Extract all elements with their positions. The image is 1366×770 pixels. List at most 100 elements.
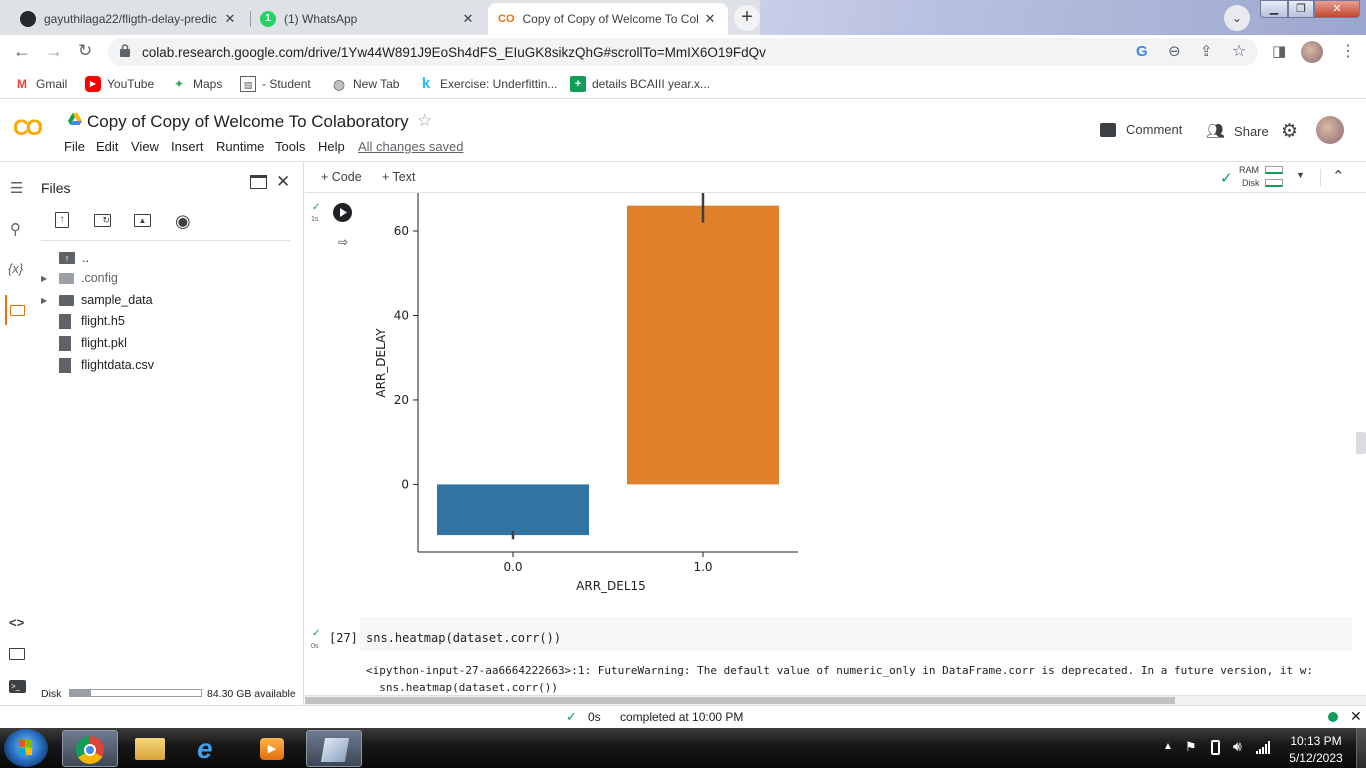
file-item-flight-pkl[interactable]: flight.pkl	[57, 333, 127, 353]
colab-logo[interactable]: CO	[13, 115, 43, 140]
bookmark-sheets[interactable]: + details BCAIII year.x...	[570, 76, 710, 92]
horizontal-scrollbar[interactable]	[305, 695, 1366, 705]
menu-tools[interactable]: Tools	[275, 139, 306, 154]
forward-arrow-icon[interactable]: →	[45, 41, 63, 61]
menu-help[interactable]: Help	[318, 139, 345, 154]
close-icon[interactable]: ✕	[224, 11, 236, 26]
taskbar-explorer[interactable]	[122, 730, 178, 767]
close-icon[interactable]: ✕	[462, 11, 474, 26]
back-arrow-icon[interactable]: ←	[13, 41, 31, 61]
sheets-icon: +	[570, 76, 586, 92]
tab-whatsapp[interactable]: 1 (1) WhatsApp ✕	[250, 3, 486, 35]
code-source[interactable]: sns.heatmap(dataset.corr())	[366, 631, 562, 645]
bookmark-maps[interactable]: ✦ Maps	[171, 76, 222, 92]
variables-icon[interactable]: {x}	[8, 261, 24, 276]
account-avatar[interactable]	[1316, 116, 1344, 144]
reload-icon[interactable]: ↻	[78, 41, 93, 60]
drive-icon	[68, 113, 82, 126]
google-icon[interactable]: G	[1136, 43, 1148, 60]
code-snippets-icon[interactable]: <>	[9, 615, 25, 630]
menu-insert[interactable]: Insert	[171, 139, 204, 154]
bookmark-star-icon[interactable]: ☆	[1232, 43, 1247, 60]
runtime-dropdown-icon[interactable]: ▼	[1296, 170, 1305, 180]
parent-directory[interactable]: ↑ ..	[59, 248, 89, 268]
clock-time[interactable]: 10:13 PM	[1290, 734, 1342, 748]
bookmark-label: Gmail	[36, 77, 68, 91]
terminal-icon[interactable]: >_	[9, 680, 26, 693]
tab-search-chevron-icon[interactable]: ⌄	[1224, 5, 1250, 31]
close-status-icon[interactable]: ✕	[1350, 708, 1362, 724]
flag-icon[interactable]: ⚑	[1185, 739, 1197, 754]
profile-avatar[interactable]	[1301, 41, 1323, 63]
bookmark-student[interactable]: ▧ - Student	[240, 76, 311, 92]
menu-view[interactable]: View	[131, 139, 159, 154]
maximize-button[interactable]: ❐	[1288, 0, 1314, 18]
menu-edit[interactable]: Edit	[96, 139, 119, 154]
notebook-title[interactable]: Copy of Copy of Welcome To Colaboratory	[87, 112, 409, 131]
show-hidden-icons[interactable]: ▲	[1163, 741, 1173, 752]
close-icon[interactable]: ✕	[704, 11, 716, 26]
clock-date[interactable]: 5/12/2023	[1289, 751, 1343, 765]
output-menu-icon[interactable]: ⇨	[338, 235, 349, 249]
folder-icon[interactable]	[10, 305, 25, 316]
file-item-config[interactable]: ▶ .config	[41, 268, 118, 288]
comment-button[interactable]: Comment	[1100, 122, 1182, 137]
zoom-icon[interactable]: ⊖	[1168, 43, 1181, 60]
tab-title: gayuthilaga22/fligth-delay-predic	[44, 12, 217, 26]
ram-meter[interactable]	[1265, 166, 1283, 174]
tab-colab[interactable]: CO Copy of Copy of Welcome To Col ✕	[488, 3, 728, 35]
bookmark-youtube[interactable]: ▶ YouTube	[85, 76, 154, 92]
folder-icon	[59, 294, 74, 306]
share-page-icon[interactable]: ⇪	[1200, 43, 1213, 60]
add-text-button[interactable]: + Text	[382, 170, 416, 184]
show-desktop-button[interactable]	[1356, 728, 1366, 768]
network-signal-icon[interactable]	[1256, 740, 1272, 757]
share-button[interactable]: 👥︎ Share	[1206, 122, 1269, 140]
open-in-window-icon[interactable]	[250, 175, 267, 189]
bookmark-kaggle[interactable]: k Exercise: Underfittin...	[418, 76, 558, 92]
star-icon[interactable]: ☆	[417, 111, 433, 130]
disk-label: Disk	[41, 688, 62, 700]
expand-arrow-icon[interactable]: ▶	[41, 273, 48, 283]
new-tab-button[interactable]: +	[734, 5, 760, 31]
scrollbar-thumb[interactable]	[305, 697, 1175, 704]
file-item-sample-data[interactable]: ▶ sample_data	[41, 290, 153, 310]
search-icon[interactable]: ⚲	[10, 221, 21, 238]
save-status[interactable]: All changes saved	[358, 139, 464, 154]
upload-icon[interactable]: ↑	[55, 212, 69, 228]
vertical-scrollbar-thumb[interactable]	[1356, 432, 1366, 454]
more-vertical-icon[interactable]: ⋮	[1340, 43, 1356, 60]
comment-label: Comment	[1126, 122, 1183, 137]
close-panel-icon[interactable]: ✕	[276, 172, 291, 191]
disk-meter[interactable]	[1265, 179, 1283, 187]
gear-icon[interactable]: ⚙	[1281, 121, 1299, 142]
taskbar-media-player[interactable]: ▶	[244, 730, 300, 767]
command-palette-icon[interactable]	[9, 648, 25, 660]
tab-github[interactable]: gayuthilaga22/fligth-delay-predic ✕	[10, 3, 248, 35]
windows-start-icon[interactable]	[4, 729, 48, 767]
collapse-header-icon[interactable]: ⌃	[1332, 168, 1345, 185]
taskbar-ie[interactable]: e	[183, 730, 239, 767]
menu-file[interactable]: File	[64, 139, 85, 154]
bookmark-new-tab[interactable]: ◍ New Tab	[331, 76, 400, 92]
side-panel-icon[interactable]: ◨	[1272, 43, 1287, 60]
eye-icon[interactable]: ◉	[175, 211, 191, 231]
battery-icon[interactable]	[1211, 740, 1220, 755]
minimize-button[interactable]: ▁	[1260, 0, 1288, 18]
close-window-button[interactable]: ✕	[1314, 0, 1360, 18]
menu-runtime[interactable]: Runtime	[216, 139, 265, 154]
file-item-flight-h5[interactable]: flight.h5	[57, 311, 125, 331]
code-cell[interactable]: sns.heatmap(dataset.corr())	[360, 617, 1352, 651]
file-item-flightdata-csv[interactable]: flightdata.csv	[57, 355, 154, 375]
mount-drive-icon[interactable]: ▲	[134, 214, 151, 227]
expand-arrow-icon[interactable]: ▶	[41, 295, 48, 305]
refresh-folder-icon[interactable]: ↻	[94, 214, 111, 227]
taskbar-app[interactable]	[306, 730, 362, 767]
run-cell-button[interactable]	[333, 203, 352, 222]
toc-icon[interactable]: ☰	[10, 180, 24, 197]
address-bar[interactable]: colab.research.google.com/drive/1Yw44W89…	[108, 38, 1258, 66]
bookmark-gmail[interactable]: M Gmail	[14, 76, 67, 92]
speaker-icon[interactable]: 🔊︎	[1233, 738, 1242, 754]
add-code-button[interactable]: + Code	[321, 170, 362, 184]
taskbar-chrome[interactable]	[62, 730, 118, 767]
